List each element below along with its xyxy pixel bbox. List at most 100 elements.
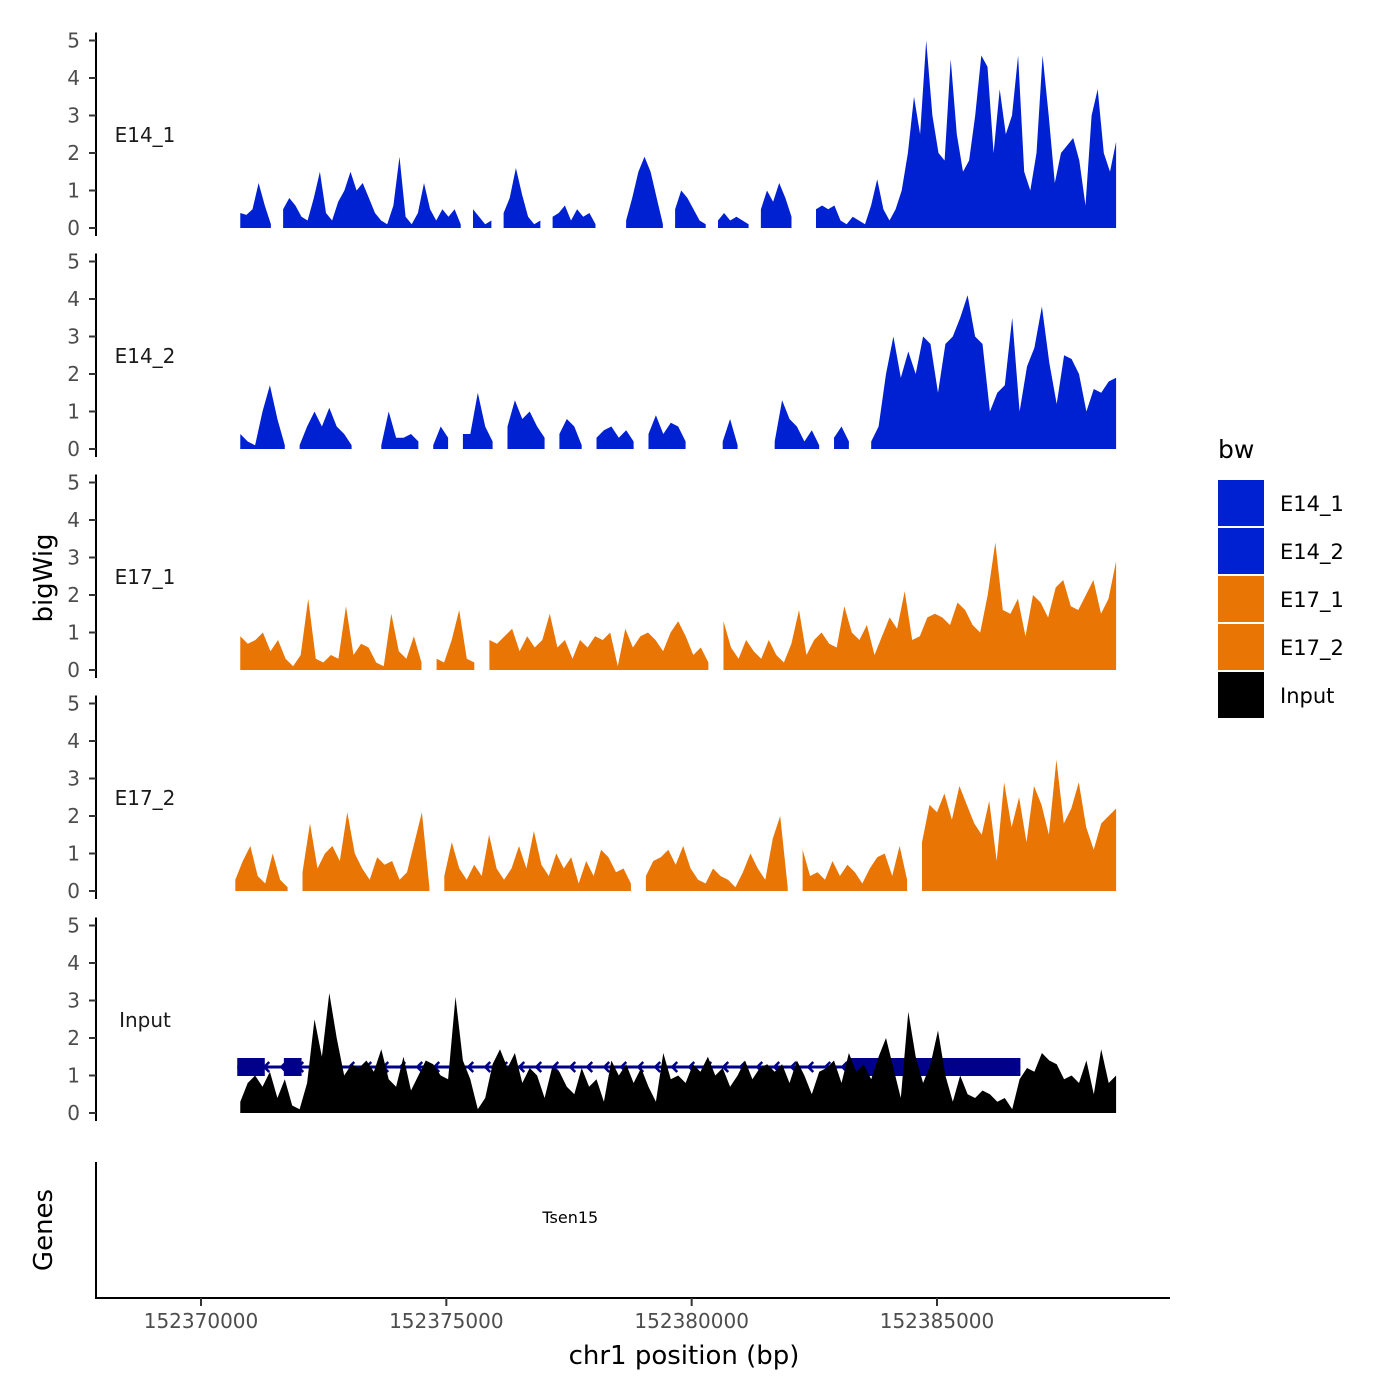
legend-entry-label: E17_1 [1280,588,1344,613]
legend-swatch [1218,576,1264,622]
y-tick-label: 1 [67,179,80,203]
signal-area [283,156,461,228]
signal-area [815,40,1117,228]
signal-tracks: 0 1 2 3 4 5 E14_1 0 1 2 3 4 5 E14_2 0 1 2 3 4 5 E17_1 0 1 2 3 4 5 E… [67,29,1117,1125]
y-tick-label: 2 [67,141,80,165]
signal-area [381,411,419,449]
signal-area [462,392,493,449]
strand-arrow [568,1061,577,1073]
track-label: E14_2 [115,344,176,368]
signal-area [675,190,706,228]
strand-arrow [585,1061,594,1073]
y-tick-label: 5 [67,471,80,495]
legend-entry-label: E14_2 [1280,540,1344,565]
x-tick-label: 152385000 [880,1309,995,1333]
x-tick-label: 152380000 [634,1309,749,1333]
y-tick-label: 2 [67,804,80,828]
signal-area [436,610,475,670]
y-tick-label: 3 [67,325,80,349]
y-tick-label: 4 [67,729,80,753]
x-axis-ticks: 152370000 152375000 152380000 152385000 [144,1298,995,1333]
strand-arrow [483,1061,492,1073]
y-tick-label: 3 [67,767,80,791]
y-tick-label: 4 [67,287,80,311]
strand-arrow [517,1061,526,1073]
strand-arrow [670,1061,679,1073]
strand-arrow [415,1061,424,1073]
track-label: Input [119,1008,171,1032]
track-Input: 0 1 2 3 4 5 Input [67,914,1117,1125]
strand-arrow [466,1061,475,1073]
legend-swatch [1218,624,1264,670]
y-tick-label: 3 [67,546,80,570]
y-tick-label: 1 [67,1064,80,1088]
strand-arrow [534,1061,543,1073]
y-tick-label: 3 [67,989,80,1013]
y-tick-label: 5 [67,29,80,53]
signal-area [717,213,749,228]
signal-area [626,156,663,228]
track-E17_1: 0 1 2 3 4 5 E17_1 [67,471,1117,682]
gene-exon [237,1058,265,1076]
signal-area [834,426,849,449]
signal-area [507,400,545,449]
y-tick-label: 1 [67,842,80,866]
y-tick-label: 5 [67,250,80,274]
signal-area [299,407,352,449]
signal-area [760,183,792,228]
x-tick-label: 152370000 [144,1309,259,1333]
signal-area [489,613,709,670]
signal-area [235,846,288,891]
signal-area [444,831,631,891]
signal-area [774,400,820,449]
strand-arrow [653,1061,662,1073]
signal-area [802,846,908,891]
track-label: E14_1 [115,123,176,147]
signal-area [596,426,634,449]
y-tick-label: 1 [67,621,80,645]
legend-swatch [1218,672,1264,718]
signal-area [240,993,1117,1113]
y-tick-label: 4 [67,951,80,975]
signal-area [922,759,1117,891]
x-axis-title: chr1 position (bp) [569,1341,800,1371]
y-tick-label: 2 [67,583,80,607]
legend-entry-label: E14_1 [1280,492,1344,517]
legend-title: bw [1218,435,1254,464]
signal-area [871,295,1117,449]
signal-area [240,385,285,449]
legend-swatch [1218,480,1264,526]
track-label: E17_1 [115,565,176,589]
track-E14_1: 0 1 2 3 4 5 E14_1 [67,29,1117,240]
signal-area [722,419,738,449]
legend-entry-label: Input [1280,684,1334,708]
strand-arrow [806,1061,815,1073]
signal-area [648,415,686,449]
y-tick-label: 5 [67,692,80,716]
y-tick-label: 0 [67,658,80,682]
x-tick-label: 152375000 [389,1309,504,1333]
y-tick-label: 2 [67,1026,80,1050]
signal-area [240,598,422,670]
y-tick-label: 0 [67,879,80,903]
y-tick-label: 2 [67,362,80,386]
legend-swatch [1218,528,1264,574]
y-tick-label: 4 [67,508,80,532]
genes-axis-title: Genes [29,1189,59,1271]
y-tick-label: 4 [67,66,80,90]
legend: bw E14_1 E14_2 E17_1 E17_2 Input [1218,435,1344,718]
signal-area [723,542,1117,670]
y-tick-label: 0 [67,437,80,461]
y-tick-label: 0 [67,1101,80,1125]
y-tick-label: 1 [67,400,80,424]
signal-area [433,426,449,449]
y-axis-title: bigWig [29,533,59,622]
gene-label: Tsen15 [541,1208,598,1227]
gene-exon [283,1058,302,1076]
strand-arrow [551,1061,560,1073]
legend-entry-label: E17_2 [1280,636,1344,661]
signal-area [302,812,430,891]
signal-area [240,183,271,228]
